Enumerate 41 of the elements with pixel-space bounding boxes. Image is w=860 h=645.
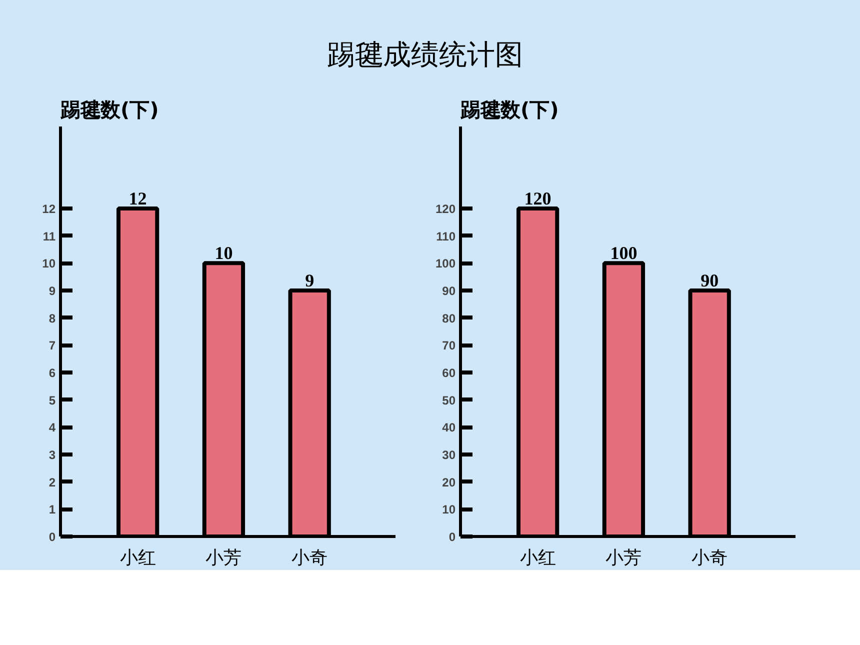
y-tick-label: 11 [42, 229, 56, 244]
y-tick-label: 5 [48, 393, 56, 408]
data-label: 90 [700, 270, 719, 290]
y-tick-label: 0 [48, 530, 56, 544]
y-tick-label: 3 [48, 448, 56, 462]
y-tick-label: 30 [442, 448, 456, 462]
y-tick-label: 80 [442, 311, 456, 326]
y-tick-label: 120 [435, 202, 456, 216]
x-tick-label: 小红 [520, 548, 556, 568]
y-tick-label: 1 [48, 502, 56, 517]
y-tick-label: 10 [442, 502, 456, 517]
y-tick-label: 110 [436, 229, 456, 244]
y-tick-label: 70 [442, 338, 456, 353]
x-tick-label: 小奇 [692, 548, 728, 568]
y-tick-label: 90 [442, 284, 456, 298]
x-tick-label: 小红 [120, 548, 156, 568]
data-label: 9 [305, 270, 314, 290]
y-tick-label: 8 [48, 311, 56, 326]
y-tick-label: 9 [48, 284, 56, 298]
y-axis-title: 踢毽数(下) [460, 98, 559, 122]
y-tick-label: 4 [48, 420, 56, 435]
y-tick-label: 20 [442, 475, 456, 490]
y-axis-title: 踢毽数(下) [60, 98, 159, 122]
y-tick-label: 6 [48, 366, 56, 380]
y-tick-label: 12 [42, 202, 56, 216]
y-tick-label: 2 [48, 475, 56, 490]
x-tick-label: 小芳 [206, 548, 242, 568]
y-tick-label: 0 [448, 530, 456, 544]
data-label: 100 [610, 243, 638, 264]
y-tick-label: 100 [435, 256, 456, 271]
y-tick-label: 40 [442, 420, 456, 435]
data-label: 10 [214, 243, 233, 264]
data-label: 120 [524, 188, 552, 208]
y-tick-label: 10 [42, 256, 56, 271]
chart-title: 踢毽成绩统计图 [327, 37, 523, 73]
y-tick-label: 60 [442, 366, 456, 380]
y-tick-label: 50 [442, 393, 456, 408]
x-tick-label: 小芳 [606, 548, 642, 568]
y-tick-label: 7 [48, 338, 56, 353]
data-label: 12 [128, 188, 147, 208]
x-tick-label: 小奇 [292, 548, 328, 568]
